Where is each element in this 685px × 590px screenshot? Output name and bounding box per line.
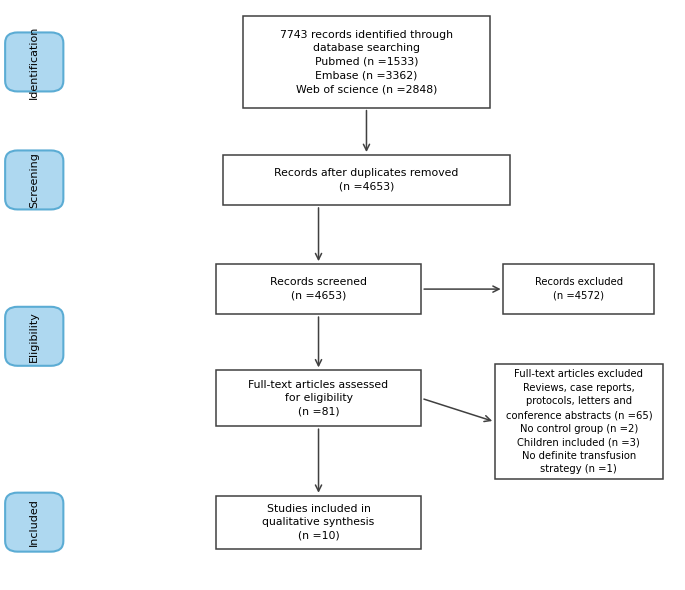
Text: Identification: Identification: [29, 25, 39, 99]
FancyBboxPatch shape: [216, 264, 421, 314]
Text: Studies included in
qualitative synthesis
(n =10): Studies included in qualitative synthesi…: [262, 503, 375, 541]
FancyBboxPatch shape: [243, 17, 490, 107]
FancyBboxPatch shape: [503, 264, 654, 314]
Text: 7743 records identified through
database searching
Pubmed (n =1533)
Embase (n =3: 7743 records identified through database…: [280, 30, 453, 94]
FancyBboxPatch shape: [216, 496, 421, 549]
Text: Eligibility: Eligibility: [29, 311, 39, 362]
Text: Records screened
(n =4653): Records screened (n =4653): [270, 277, 367, 301]
Text: Full-text articles assessed
for eligibility
(n =81): Full-text articles assessed for eligibil…: [249, 379, 388, 417]
FancyBboxPatch shape: [495, 365, 662, 479]
FancyBboxPatch shape: [5, 493, 63, 552]
FancyBboxPatch shape: [5, 150, 63, 209]
FancyBboxPatch shape: [223, 155, 510, 205]
Text: Full-text articles excluded
Reviews, case reports,
protocols, letters and
confer: Full-text articles excluded Reviews, cas…: [506, 369, 652, 474]
Text: Included: Included: [29, 498, 39, 546]
FancyBboxPatch shape: [216, 371, 421, 426]
FancyBboxPatch shape: [5, 32, 63, 91]
Text: Screening: Screening: [29, 152, 39, 208]
Text: Records excluded
(n =4572): Records excluded (n =4572): [535, 277, 623, 301]
Text: Records after duplicates removed
(n =4653): Records after duplicates removed (n =465…: [274, 168, 459, 192]
FancyBboxPatch shape: [5, 307, 63, 366]
